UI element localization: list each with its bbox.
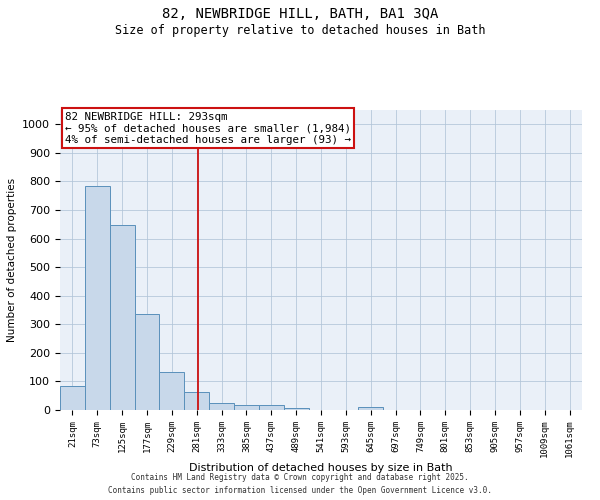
Bar — [134, 314, 160, 410]
Bar — [184, 392, 209, 410]
Bar — [85, 186, 110, 410]
Y-axis label: Number of detached properties: Number of detached properties — [7, 178, 17, 342]
Text: Contains public sector information licensed under the Open Government Licence v3: Contains public sector information licen… — [108, 486, 492, 495]
Text: 82 NEWBRIDGE HILL: 293sqm
← 95% of detached houses are smaller (1,984)
4% of sem: 82 NEWBRIDGE HILL: 293sqm ← 95% of detac… — [65, 112, 351, 144]
Text: 82, NEWBRIDGE HILL, BATH, BA1 3QA: 82, NEWBRIDGE HILL, BATH, BA1 3QA — [162, 8, 438, 22]
Bar — [284, 408, 308, 410]
Bar — [60, 386, 85, 410]
Bar — [234, 405, 259, 410]
Bar — [160, 372, 184, 410]
Bar — [209, 403, 234, 410]
Text: Contains HM Land Registry data © Crown copyright and database right 2025.: Contains HM Land Registry data © Crown c… — [131, 472, 469, 482]
Bar — [110, 225, 134, 410]
X-axis label: Distribution of detached houses by size in Bath: Distribution of detached houses by size … — [189, 463, 453, 473]
Text: Size of property relative to detached houses in Bath: Size of property relative to detached ho… — [115, 24, 485, 37]
Bar — [259, 406, 284, 410]
Bar — [358, 407, 383, 410]
